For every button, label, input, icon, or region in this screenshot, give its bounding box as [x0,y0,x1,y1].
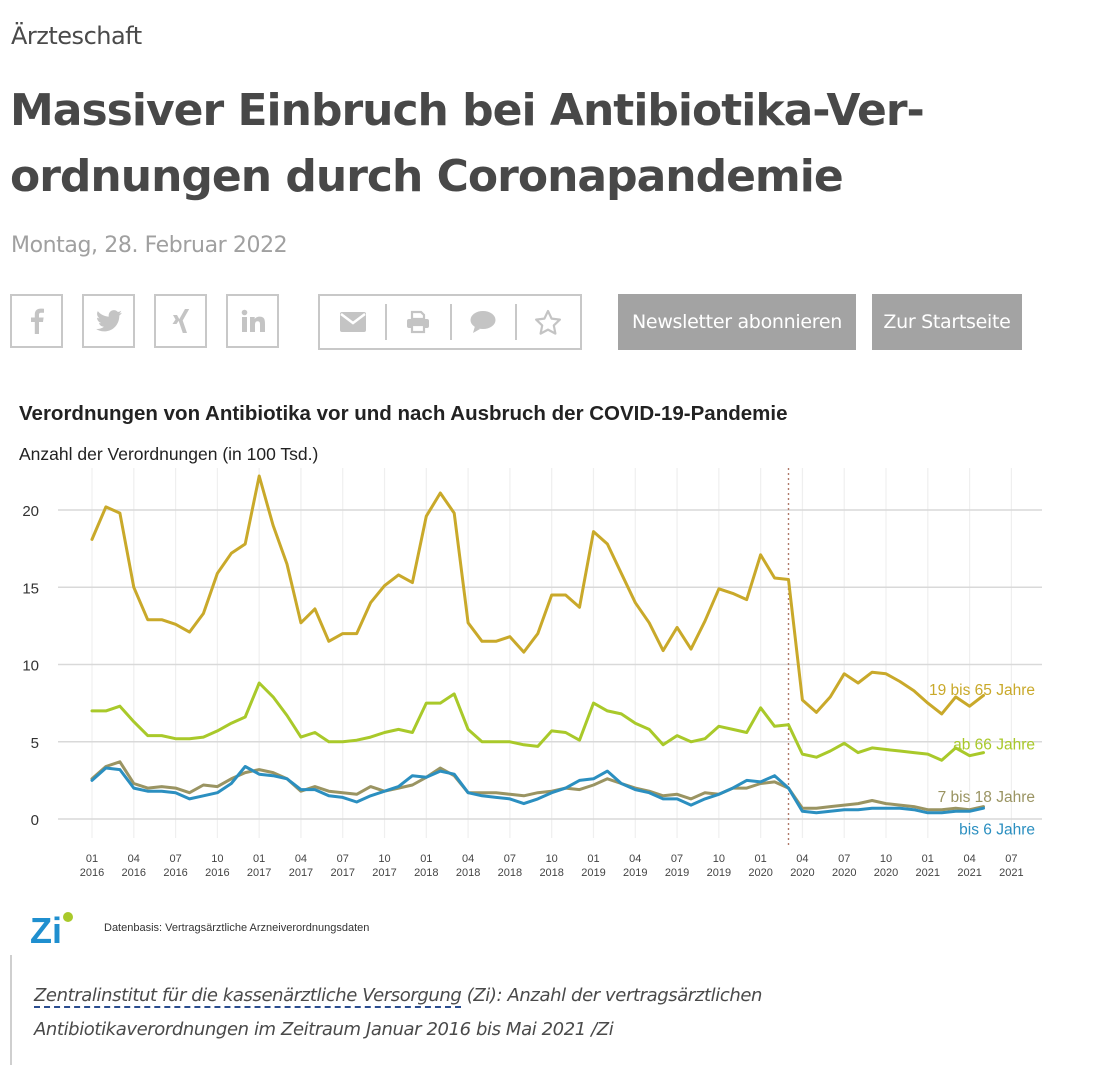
share-xing-button[interactable] [154,294,207,348]
y-tick-label: 10 [22,658,39,675]
line-chart: 0 5 10 15 20 01 2016 04 2016 07 2016 10 2016 01 2017 04… [22,468,1042,879]
x-tick-label-year: 2016 [163,867,187,879]
x-tick-label-year: 2018 [414,867,438,879]
x-tick-label-month: 07 [169,853,181,865]
x-tick-label-month: 07 [671,853,683,865]
series-label: bis 6 Jahre [959,821,1035,838]
article-headline: Massiver Einbruch bei Antibiotika-Ver­or… [10,85,926,202]
x-tick-label-month: 10 [211,853,223,865]
print-icon [406,310,429,334]
x-tick-label-year: 2020 [874,867,898,879]
x-tick-label-month: 04 [796,853,808,865]
share-tools-group [318,294,582,350]
caption-source-link[interactable]: Zentralinstitut für die kassenärztliche … [34,985,462,1008]
caption-body: (Zi): Anzahl der vertragsärztlichen Anti… [34,985,763,1040]
x-tick-label-year: 2019 [581,867,605,879]
caption-text: Zentralinstitut für die kassenärztliche … [34,979,934,1047]
bookmark-star-icon [534,309,561,335]
zi-logo-text: Zi [30,910,62,946]
x-tick-label-month: 07 [504,853,516,865]
x-tick-label-month: 10 [378,853,390,865]
image-caption: Zentralinstitut für die kassenärztliche … [10,955,1012,1065]
x-tick-label-month: 01 [420,853,432,865]
comment-button[interactable] [450,296,515,348]
comment-icon [470,311,495,333]
xing-icon [172,309,189,333]
x-tick-label-month: 07 [838,853,850,865]
x-tick-label-year: 2021 [999,867,1023,879]
twitter-icon [95,310,122,332]
series-line-1 [90,681,985,762]
x-tick-label-year: 2017 [372,867,396,879]
x-tick-label-year: 2016 [205,867,229,879]
x-tick-label-month: 07 [337,853,349,865]
x-tick-label-year: 2021 [957,867,981,879]
x-tick-label-month: 04 [295,853,307,865]
y-tick-label: 0 [31,812,39,829]
x-tick-label-month: 01 [86,853,98,865]
x-tick-label-year: 2018 [456,867,480,879]
x-tick-label-month: 01 [587,853,599,865]
x-tick-label-month: 01 [253,853,265,865]
x-tick-label-month: 10 [880,853,892,865]
category-label: Ärzteschaft [11,22,142,50]
x-tick-label-year: 2018 [498,867,522,879]
x-tick-label-year: 2016 [80,867,104,879]
x-tick-label-year: 2017 [247,867,271,879]
x-tick-label-year: 2019 [707,867,731,879]
article-date: Montag, 28. Februar 2022 [11,233,288,258]
chart-title: Verordnungen von Antibiotika vor und nac… [19,402,788,425]
print-button[interactable] [385,296,450,348]
y-tick-label: 15 [22,580,39,597]
x-tick-label-year: 2020 [790,867,814,879]
share-twitter-button[interactable] [82,294,135,348]
newsletter-subscribe-button[interactable]: Newsletter abonnieren [618,294,856,350]
chart-y-axis-label: Anzahl der Verordnungen (in 100 Tsd.) [19,444,319,464]
share-facebook-button[interactable] [10,294,63,348]
plot-area [58,468,1042,838]
x-tick-label-year: 2020 [748,867,772,879]
series-line-0 [90,474,985,716]
x-tick-label-year: 2019 [665,867,689,879]
home-button[interactable]: Zur Startseite [872,294,1022,350]
linkedin-icon [241,309,265,332]
series-line-2 [90,760,985,812]
series-line-3 [90,765,985,815]
x-tick-label-month: 04 [963,853,975,865]
series-label: 7 bis 18 Jahre [938,789,1035,806]
share-linkedin-button[interactable] [226,294,279,348]
bookmark-button[interactable] [515,296,580,348]
x-tick-label-year: 2017 [330,867,354,879]
x-tick-label-month: 07 [1005,853,1017,865]
x-tick-label-year: 2019 [623,867,647,879]
chart-container: Verordnungen von Antibiotika vor und nac… [0,390,1060,950]
x-tick-label-month: 04 [128,853,140,865]
x-tick-label-year: 2018 [539,867,563,879]
x-tick-label-month: 04 [629,853,641,865]
share-email-button[interactable] [320,296,385,348]
facebook-icon [30,308,44,334]
series-label: ab 66 Jahre [953,736,1035,753]
x-tick-label-month: 01 [755,853,767,865]
x-tick-label-year: 2017 [289,867,313,879]
zi-logo: Zi [30,910,73,946]
y-tick-label: 5 [31,735,39,752]
x-tick-label-month: 01 [922,853,934,865]
y-tick-label: 20 [22,503,39,520]
series-label: 19 bis 65 Jahre [929,682,1035,699]
x-tick-label-month: 04 [462,853,474,865]
x-tick-label-month: 10 [713,853,725,865]
chart-source-note: Datenbasis: Vertragsärztliche Arzneivero… [104,922,370,934]
x-tick-label-year: 2016 [122,867,146,879]
x-tick-label-year: 2020 [832,867,856,879]
x-tick-label-month: 10 [546,853,558,865]
x-tick-label-year: 2021 [916,867,940,879]
email-icon [339,312,366,332]
